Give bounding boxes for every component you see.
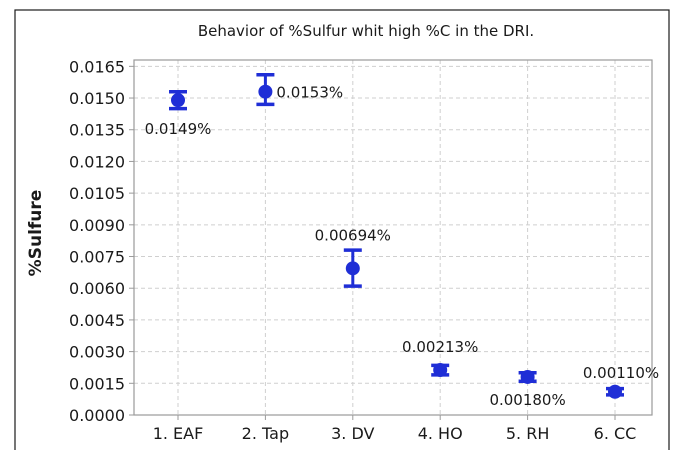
data-point xyxy=(171,93,185,108)
y-tick-label: 0.0075 xyxy=(69,248,125,267)
y-tick-label: 0.0105 xyxy=(69,184,125,203)
data-point xyxy=(258,84,273,99)
data-point xyxy=(433,362,448,377)
y-tick-label: 0.0015 xyxy=(69,374,125,393)
data-label: 0.00213% xyxy=(402,338,478,356)
y-axis-label: %Sulfure xyxy=(26,190,46,277)
x-tick-label: 6. CC xyxy=(594,424,637,443)
x-tick-label: 1. EAF xyxy=(153,424,204,443)
data-label: 0.00180% xyxy=(489,391,565,409)
x-tick-label: 3. DV xyxy=(331,424,374,443)
y-tick-label: 0.0120 xyxy=(69,152,125,171)
y-tick-label: 0.0030 xyxy=(69,343,125,362)
y-tick-label: 0.0135 xyxy=(69,121,125,140)
y-tick-label: 0.0045 xyxy=(69,311,125,330)
data-label: 0.0149% xyxy=(145,120,212,138)
x-tick-label: 4. HO xyxy=(418,424,463,443)
data-label: 0.00694% xyxy=(315,226,391,244)
y-tick-label: 0.0000 xyxy=(69,406,125,425)
chart-title: Behavior of %Sulfur whit high %C in the … xyxy=(198,22,534,40)
x-tick-label: 2. Tap xyxy=(242,424,289,443)
plot-frame xyxy=(133,59,653,416)
figure-border xyxy=(14,9,670,450)
data-point xyxy=(520,369,535,384)
y-tick-label: 0.0090 xyxy=(69,216,125,235)
data-point xyxy=(345,261,360,276)
y-tick-label: 0.0165 xyxy=(69,57,125,76)
data-label: 0.0153% xyxy=(276,84,343,102)
y-tick-label: 0.0060 xyxy=(69,279,125,298)
y-tick-label: 0.0150 xyxy=(69,89,125,108)
x-tick-label: 5. RH xyxy=(506,424,550,443)
data-label: 0.00110% xyxy=(583,364,659,382)
plot-area xyxy=(134,60,652,415)
data-point xyxy=(608,384,622,399)
